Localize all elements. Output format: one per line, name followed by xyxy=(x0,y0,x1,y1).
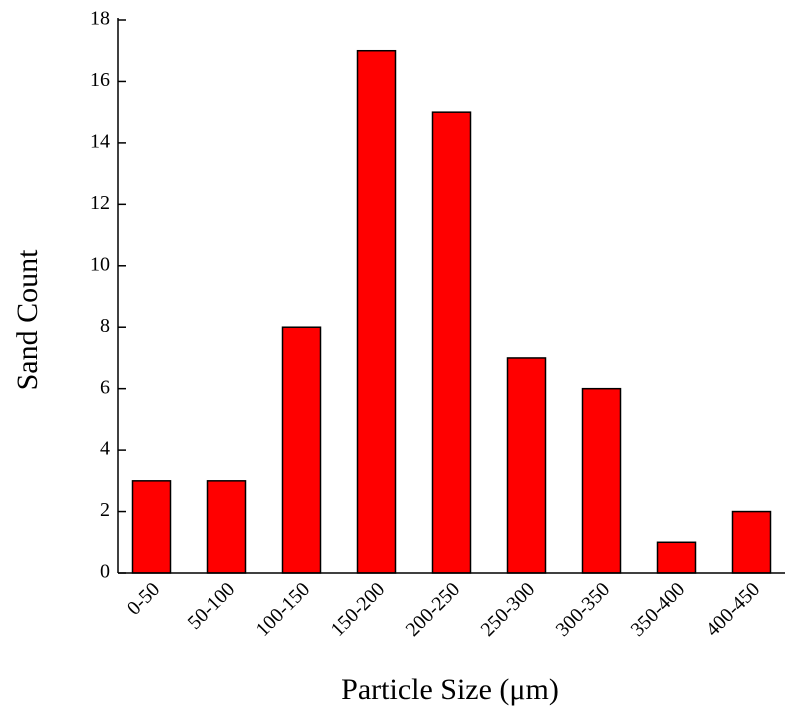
bar xyxy=(206,480,247,574)
bar xyxy=(506,357,547,574)
y-axis-title: Sand Count xyxy=(11,249,44,391)
x-tick-label: 100-150 xyxy=(252,578,315,641)
y-tick-label: 8 xyxy=(100,315,110,337)
x-tick-label: 300-350 xyxy=(552,578,615,641)
y-tick-label: 2 xyxy=(100,499,110,521)
bar xyxy=(656,541,697,574)
x-tick-label: 150-200 xyxy=(327,578,390,641)
x-tick-label: 0-50 xyxy=(123,578,164,619)
y-tick-label: 6 xyxy=(100,376,110,398)
y-tick-label: 4 xyxy=(100,438,110,460)
y-tick-label: 18 xyxy=(90,8,110,30)
x-tick-label: 50-100 xyxy=(184,578,240,634)
bar xyxy=(581,387,622,574)
bar xyxy=(356,49,397,574)
x-tick-label: 200-250 xyxy=(402,578,465,641)
bar xyxy=(281,326,322,574)
y-tick-label: 16 xyxy=(90,69,110,91)
x-tick-label: 250-300 xyxy=(477,578,540,641)
bar xyxy=(431,111,472,574)
y-tick-label: 0 xyxy=(100,561,110,583)
bar xyxy=(131,480,172,574)
x-axis-title: Particle Size (μm) xyxy=(341,673,559,706)
bar xyxy=(731,510,772,574)
x-tick-label: 400-450 xyxy=(702,578,765,641)
y-tick-label: 12 xyxy=(90,192,110,214)
x-tick-label: 350-400 xyxy=(627,578,690,641)
y-tick-label: 14 xyxy=(90,130,110,152)
y-tick-label: 10 xyxy=(90,253,110,275)
